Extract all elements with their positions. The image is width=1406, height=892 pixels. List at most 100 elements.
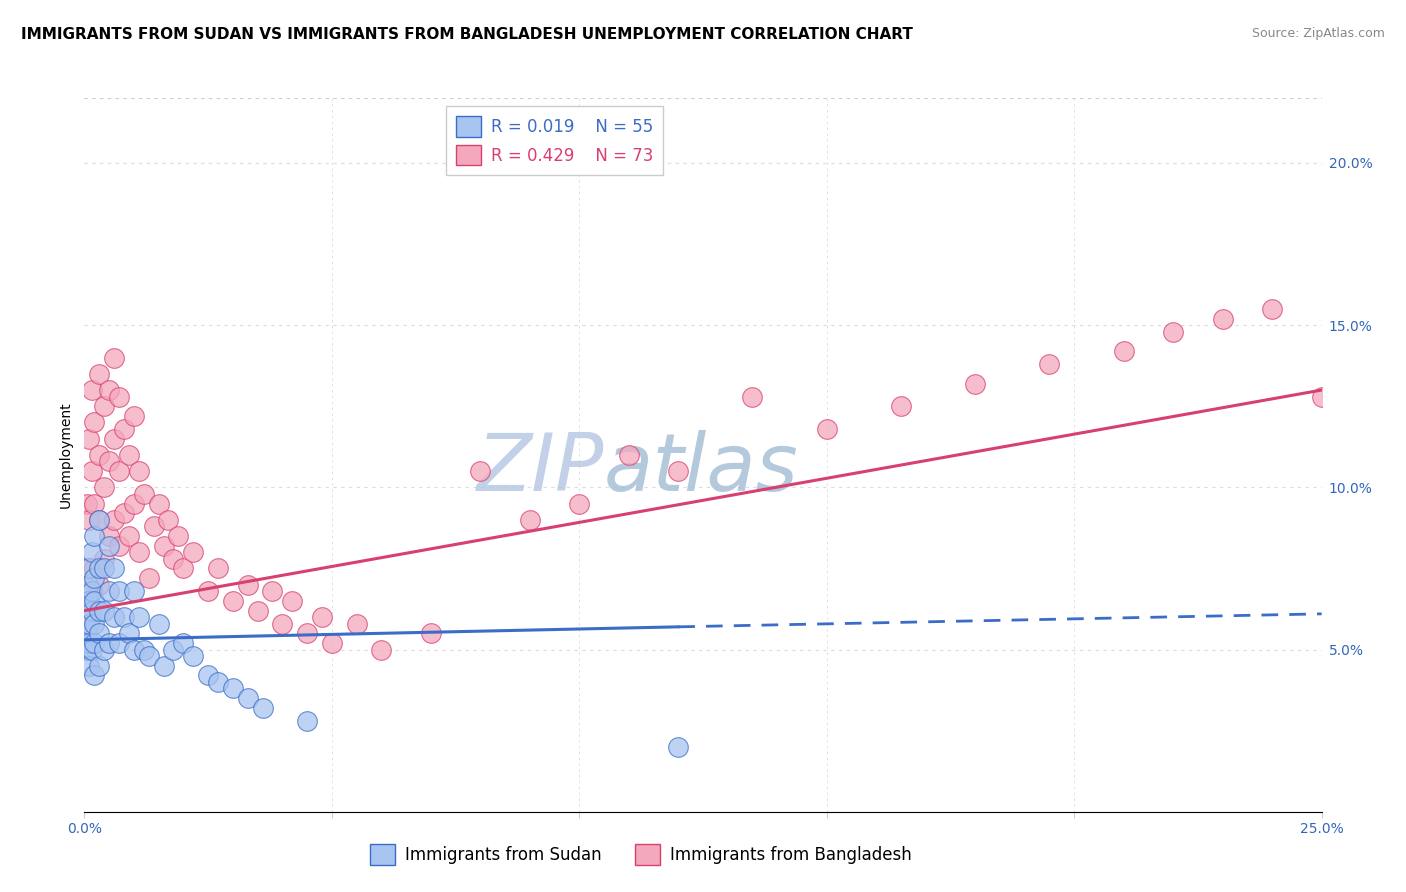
Point	[98, 529, 121, 543]
Point	[162, 551, 184, 566]
Point	[98, 636, 121, 650]
Point	[103, 432, 125, 446]
Point	[236, 577, 259, 591]
Point	[222, 681, 245, 696]
Point	[93, 480, 115, 494]
Point	[112, 422, 135, 436]
Point	[311, 610, 333, 624]
Point	[103, 351, 125, 365]
Point	[76, 626, 98, 640]
Point	[89, 626, 111, 640]
Point	[666, 464, 689, 478]
Point	[281, 594, 304, 608]
Point	[79, 594, 101, 608]
Point	[108, 584, 131, 599]
Point	[419, 626, 441, 640]
Point	[79, 658, 101, 673]
Point	[89, 577, 111, 591]
Point	[128, 545, 150, 559]
Point	[965, 376, 987, 391]
Point	[167, 529, 190, 543]
Point	[98, 584, 121, 599]
Text: IMMIGRANTS FROM SUDAN VS IMMIGRANTS FROM BANGLADESH UNEMPLOYMENT CORRELATION CHA: IMMIGRANTS FROM SUDAN VS IMMIGRANTS FROM…	[21, 27, 912, 42]
Point	[222, 594, 245, 608]
Point	[79, 561, 101, 575]
Point	[89, 513, 111, 527]
Point	[103, 610, 125, 624]
Point	[83, 497, 105, 511]
Point	[80, 383, 103, 397]
Point	[1112, 344, 1135, 359]
Point	[77, 561, 100, 575]
Point	[1161, 325, 1184, 339]
Point	[162, 642, 184, 657]
Point	[246, 604, 269, 618]
Y-axis label: Unemployment: Unemployment	[59, 401, 73, 508]
Point	[83, 636, 105, 650]
Point	[252, 701, 274, 715]
Point	[262, 584, 284, 599]
Point	[98, 383, 121, 397]
Point	[370, 642, 392, 657]
Point	[77, 642, 100, 657]
Point	[152, 539, 174, 553]
Point	[103, 513, 125, 527]
Point	[1310, 390, 1333, 404]
Point	[1212, 311, 1234, 326]
Point	[118, 626, 141, 640]
Point	[112, 506, 135, 520]
Point	[122, 642, 145, 657]
Point	[80, 584, 103, 599]
Point	[76, 642, 98, 657]
Point	[207, 675, 229, 690]
Point	[295, 714, 318, 728]
Point	[77, 594, 100, 608]
Point	[197, 584, 219, 599]
Point	[122, 584, 145, 599]
Point	[93, 642, 115, 657]
Point	[79, 584, 101, 599]
Point	[76, 497, 98, 511]
Point	[890, 399, 912, 413]
Point	[80, 604, 103, 618]
Point	[122, 497, 145, 511]
Point	[207, 561, 229, 575]
Point	[172, 636, 194, 650]
Point	[148, 616, 170, 631]
Text: atlas: atlas	[605, 430, 799, 508]
Point	[132, 487, 155, 501]
Point	[93, 561, 115, 575]
Point	[568, 497, 591, 511]
Point	[83, 561, 105, 575]
Point	[89, 658, 111, 673]
Point	[79, 636, 101, 650]
Point	[148, 497, 170, 511]
Point	[89, 367, 111, 381]
Point	[83, 529, 105, 543]
Point	[108, 539, 131, 553]
Point	[79, 513, 101, 527]
Point	[741, 390, 763, 404]
Point	[172, 561, 194, 575]
Point	[181, 545, 204, 559]
Point	[271, 616, 294, 631]
Point	[83, 416, 105, 430]
Point	[181, 648, 204, 663]
Point	[617, 448, 640, 462]
Point	[80, 464, 103, 478]
Point	[103, 561, 125, 575]
Point	[89, 513, 111, 527]
Point	[83, 668, 105, 682]
Point	[76, 610, 98, 624]
Point	[108, 464, 131, 478]
Point	[79, 616, 101, 631]
Point	[470, 464, 492, 478]
Point	[152, 658, 174, 673]
Point	[236, 691, 259, 706]
Legend: Immigrants from Sudan, Immigrants from Bangladesh: Immigrants from Sudan, Immigrants from B…	[364, 838, 918, 871]
Point	[98, 539, 121, 553]
Point	[138, 571, 160, 585]
Point	[346, 616, 368, 631]
Point	[118, 448, 141, 462]
Point	[122, 409, 145, 423]
